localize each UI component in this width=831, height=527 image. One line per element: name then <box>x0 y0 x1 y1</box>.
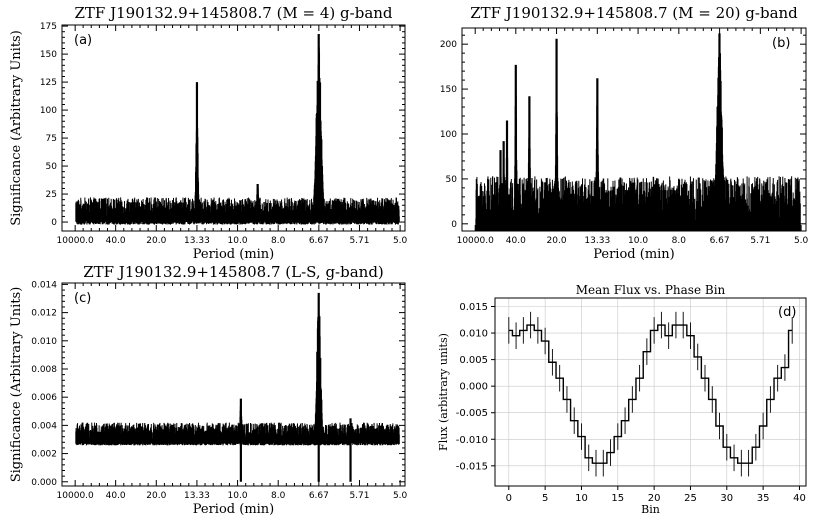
y-tick-label: 50 <box>446 175 458 185</box>
x-tick-label: 8.0 <box>271 491 286 501</box>
plot-frame <box>494 297 807 487</box>
y-tick-label: 0.014 <box>31 280 57 290</box>
y-tick-label: 75 <box>46 134 57 144</box>
x-tick-label: 8.0 <box>271 236 286 246</box>
y-axis-label: Significance (Arbitrary Units) <box>9 30 24 226</box>
x-tick-label: 10.0 <box>228 236 248 246</box>
y-axis-label: Significance (Arbitrary Units) <box>9 287 24 483</box>
y-tick-label: -0.015 <box>456 461 488 472</box>
panel-c: ZTF J190132.9+145808.7 (L-S, g-band) 1000… <box>9 263 408 517</box>
y-tick-label: 200 <box>440 40 457 50</box>
x-tick-label: 35 <box>757 493 770 504</box>
x-tick-label: 30 <box>720 493 733 504</box>
y-tick-label: 100 <box>440 130 457 140</box>
x-tick-label: 5.0 <box>794 236 809 246</box>
chart-title: Mean Flux vs. Phase Bin <box>576 283 726 297</box>
x-tick-label: 20.0 <box>146 236 166 246</box>
plot-frame <box>61 24 406 232</box>
plot-frame <box>461 27 807 232</box>
y-tick-label: 0.002 <box>31 450 57 460</box>
x-axis-label: Bin <box>641 503 660 516</box>
x-tick-label: 10000.0 <box>57 491 94 501</box>
periodogram-trace <box>475 43 801 231</box>
x-tick-label: 10 <box>575 493 588 504</box>
x-axis-label: Period (min) <box>193 502 275 517</box>
chart-title: ZTF J190132.9+145808.7 (L-S, g-band) <box>83 263 384 281</box>
x-tick-label: 40.0 <box>106 236 126 246</box>
x-tick-label: 40 <box>793 493 806 504</box>
x-tick-label: 10.0 <box>228 491 248 501</box>
x-tick-label: 8.0 <box>672 236 687 246</box>
plot-frame <box>61 282 406 487</box>
y-tick-label: 0.008 <box>31 365 57 375</box>
y-tick-label: 0.000 <box>459 382 488 393</box>
x-tick-label: 6.67 <box>309 491 329 501</box>
x-tick-label: 5.71 <box>750 236 770 246</box>
y-tick-label: 0 <box>51 218 57 228</box>
y-tick-label: 0.015 <box>459 302 488 313</box>
y-tick-label: 150 <box>440 85 457 95</box>
y-tick-label: 50 <box>46 162 58 172</box>
panel-label: (d) <box>778 305 796 320</box>
y-tick-label: 0.004 <box>31 421 57 431</box>
y-tick-label: 0.010 <box>31 337 57 347</box>
x-axis-label: Period (min) <box>593 247 675 262</box>
panel-b: ZTF J190132.9+145808.7 (M = 20) g-band 10… <box>440 4 809 262</box>
x-tick-label: 6.67 <box>309 236 329 246</box>
x-tick-label: 5.71 <box>349 236 369 246</box>
x-tick-label: 10000.0 <box>457 236 494 246</box>
periodogram-trace <box>75 41 400 225</box>
y-tick-label: 0.010 <box>459 329 488 340</box>
x-tick-label: 25 <box>684 493 697 504</box>
x-tick-label: 13.33 <box>184 491 210 501</box>
x-tick-label: 20.0 <box>146 491 166 501</box>
mean-flux-step-line <box>508 324 793 464</box>
x-tick-label: 10000.0 <box>57 236 94 246</box>
panel-label: (b) <box>772 36 790 51</box>
y-tick-label: 0 <box>451 220 457 230</box>
chart-title: ZTF J190132.9+145808.7 (M = 20) g-band <box>470 4 798 22</box>
periodogram-trace <box>75 295 400 446</box>
panel-d: Mean Flux vs. Phase Bin 0 5 10 15 20 25 30 35 40 0… <box>437 283 807 516</box>
y-tick-label: 125 <box>40 78 57 88</box>
y-tick-label: -0.010 <box>456 435 488 446</box>
y-tick-label: 0.005 <box>459 355 488 366</box>
x-tick-label: 40.0 <box>506 236 526 246</box>
y-tick-label: 175 <box>40 22 57 32</box>
y-tick-label: 150 <box>40 50 57 60</box>
x-tick-label: 5.0 <box>393 236 408 246</box>
y-axis-label: Flux (arbitrary units) <box>437 333 450 451</box>
y-tick-label: 100 <box>40 106 57 116</box>
chart-title: ZTF J190132.9+145808.7 (M = 4) g-band <box>74 4 392 22</box>
panel-label: (c) <box>74 291 91 306</box>
panel-label: (a) <box>74 33 92 48</box>
x-tick-label: 40.0 <box>106 491 126 501</box>
x-tick-label: 10.0 <box>628 236 648 246</box>
x-axis-label: Period (min) <box>193 247 275 262</box>
x-tick-label: 5.0 <box>393 491 408 501</box>
y-tick-label: 0.000 <box>31 478 57 488</box>
x-tick-label: 0 <box>506 493 512 504</box>
y-tick-label: -0.005 <box>456 408 488 419</box>
x-tick-label: 20.0 <box>547 236 567 246</box>
x-tick-label: 13.33 <box>584 236 610 246</box>
x-tick-label: 15 <box>611 493 624 504</box>
y-tick-label: 25 <box>46 190 57 200</box>
y-tick-label: 0.006 <box>31 393 57 403</box>
panel-a: ZTF J190132.9+145808.7 (M = 4) g-band 100… <box>9 4 408 262</box>
x-tick-label: 5.71 <box>349 491 369 501</box>
x-tick-label: 6.67 <box>710 236 730 246</box>
x-tick-label: 13.33 <box>184 236 210 246</box>
x-tick-label: 5 <box>542 493 548 504</box>
x-tick-label: 20 <box>648 493 661 504</box>
y-tick-label: 0.012 <box>31 309 57 319</box>
